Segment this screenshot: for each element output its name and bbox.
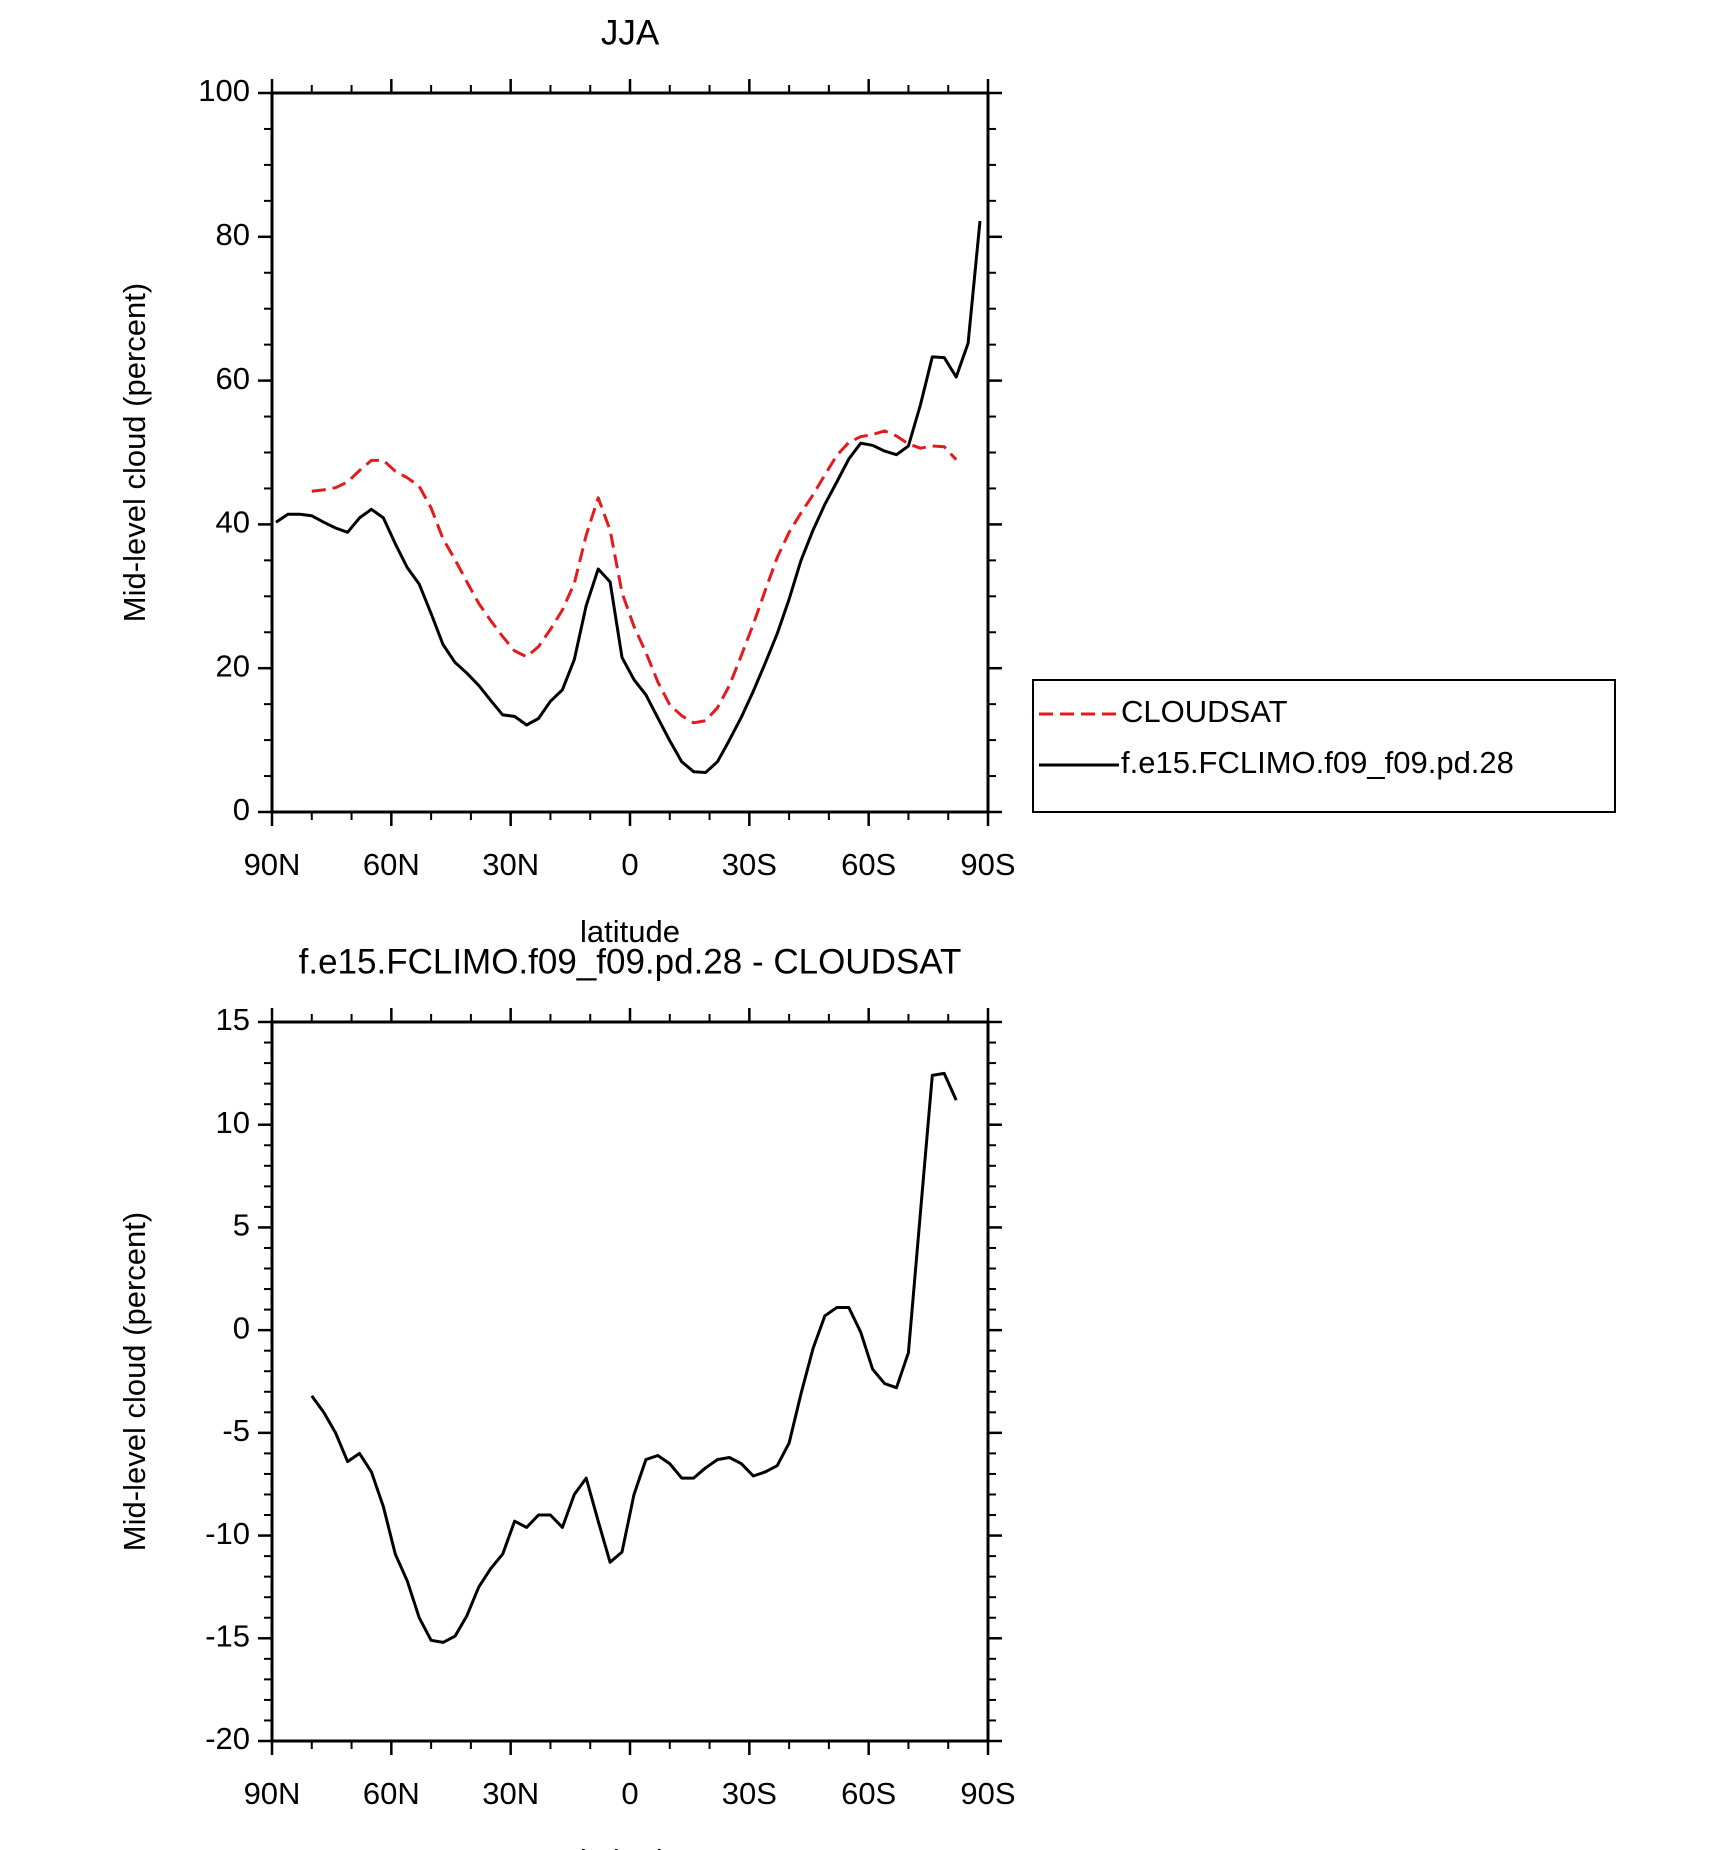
x-tick-label: 60N <box>363 1776 420 1811</box>
x-tick-label: 30S <box>722 1776 777 1811</box>
x-tick-label: 60S <box>841 1776 896 1811</box>
x-axis-label: latitude <box>580 914 680 949</box>
legend-box <box>1032 679 1616 813</box>
y-tick-label: -15 <box>205 1618 250 1653</box>
chart-title: JJA <box>601 13 660 52</box>
y-tick-label: 100 <box>198 73 250 108</box>
x-tick-label: 90S <box>960 847 1015 882</box>
y-tick-label: 0 <box>233 1310 250 1345</box>
y-tick-label: 5 <box>233 1208 250 1243</box>
x-tick-label: 60S <box>841 847 896 882</box>
x-tick-label: 0 <box>621 847 638 882</box>
x-tick-label: 30N <box>482 847 539 882</box>
legend-label: f.e15.FCLIMO.f09_f09.pd.28 <box>1121 745 1514 780</box>
y-axis-label: Mid-level cloud (percent) <box>117 283 152 622</box>
data-line <box>311 429 958 725</box>
x-tick-label: 90S <box>960 1776 1015 1811</box>
x-tick-label: 30N <box>482 1776 539 1811</box>
x-axis-label: latitude <box>580 1843 680 1850</box>
data-line <box>275 220 982 774</box>
y-tick-label: -10 <box>205 1516 250 1551</box>
plot-frame <box>270 91 990 814</box>
y-tick-label: 40 <box>216 505 250 540</box>
y-axis-label: Mid-level cloud (percent) <box>117 1212 152 1551</box>
x-tick-label: 60N <box>363 847 420 882</box>
legend-label: CLOUDSAT <box>1121 694 1288 729</box>
y-tick-label: -5 <box>222 1413 250 1448</box>
y-tick-label: 20 <box>216 648 250 683</box>
y-tick-label: 10 <box>216 1105 250 1140</box>
data-line <box>310 1071 958 1644</box>
plot-frame <box>270 1020 990 1743</box>
y-tick-label: 15 <box>216 1002 250 1037</box>
y-tick-label: 80 <box>216 217 250 252</box>
y-tick-label: 60 <box>216 361 250 396</box>
y-tick-label: -20 <box>205 1721 250 1756</box>
chart-title: f.e15.FCLIMO.f09_f09.pd.28 - CLOUDSAT <box>299 942 962 981</box>
x-tick-label: 0 <box>621 1776 638 1811</box>
x-tick-label: 30S <box>722 847 777 882</box>
y-tick-label: 0 <box>233 792 250 827</box>
x-tick-label: 90N <box>244 847 301 882</box>
x-tick-label: 90N <box>244 1776 301 1811</box>
